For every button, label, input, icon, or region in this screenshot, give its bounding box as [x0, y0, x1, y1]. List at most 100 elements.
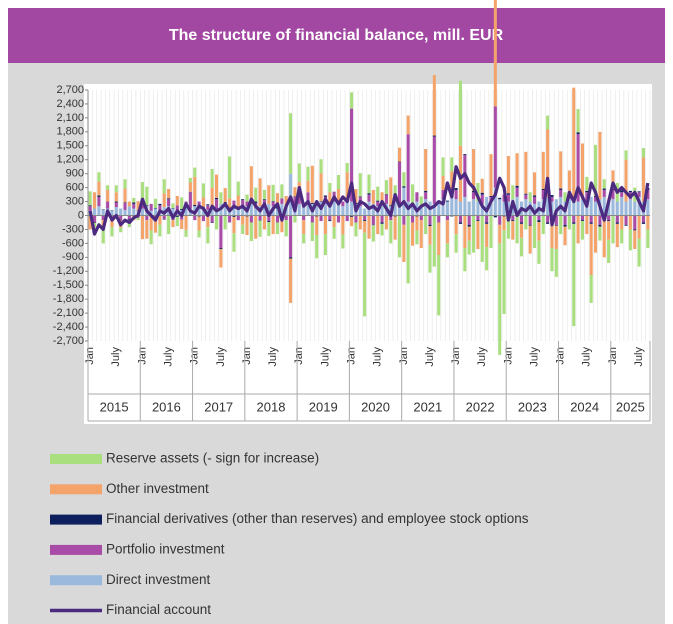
bar: [445, 215, 449, 221]
bar: [393, 201, 397, 216]
bar: [602, 215, 606, 258]
bar: [345, 162, 349, 173]
bar: [567, 215, 571, 230]
y-tick-label: 2,100: [56, 112, 84, 124]
plot-background: [84, 84, 652, 424]
bar: [328, 192, 332, 207]
bar: [315, 216, 319, 236]
bar: [158, 224, 162, 237]
bar: [594, 201, 598, 216]
title-band: [8, 8, 665, 63]
bar: [254, 215, 258, 239]
bar: [145, 215, 149, 221]
bar: [467, 224, 471, 227]
bar: [389, 177, 393, 206]
bar: [162, 215, 166, 220]
bar: [180, 208, 184, 210]
bar: [637, 215, 641, 239]
bar: [201, 215, 205, 222]
bar: [428, 244, 432, 273]
bar: [598, 226, 602, 241]
bar: [350, 92, 354, 109]
bar: [567, 170, 571, 194]
bar: [637, 191, 641, 193]
bar: [424, 215, 428, 235]
bar: [254, 201, 258, 203]
bar: [628, 190, 632, 193]
bar: [114, 201, 118, 203]
year-label: 2017: [204, 399, 233, 414]
bar: [563, 192, 567, 202]
bar: [380, 223, 384, 236]
bar: [123, 179, 127, 189]
bar: [219, 215, 223, 249]
bar: [319, 159, 323, 174]
bar: [620, 192, 624, 197]
bar: [428, 224, 432, 227]
bar: [232, 215, 236, 217]
bar: [602, 189, 606, 197]
bar: [524, 193, 528, 195]
x-tick-label: Jan: [398, 347, 410, 365]
bar: [585, 190, 589, 193]
bar: [262, 199, 266, 201]
bar: [249, 222, 253, 242]
bar: [485, 215, 489, 223]
bar: [393, 216, 397, 240]
bar: [289, 113, 293, 174]
bar: [241, 200, 245, 208]
bar: [550, 195, 554, 197]
bar: [437, 255, 441, 316]
bar: [450, 196, 454, 216]
bar: [458, 222, 463, 224]
bar: [367, 193, 371, 195]
bar: [223, 207, 227, 216]
bar: [241, 207, 245, 216]
bar: [402, 186, 406, 188]
bar: [576, 109, 580, 133]
bar: [236, 209, 240, 216]
bar: [110, 217, 114, 228]
y-tick-label: 1,200: [56, 154, 84, 166]
bar: [106, 189, 110, 202]
year-label: 2020: [361, 399, 390, 414]
bar: [171, 220, 175, 228]
bar: [188, 192, 192, 209]
y-tick-label: 600: [66, 182, 84, 194]
bar: [167, 199, 171, 207]
y-tick-label: -2,400: [53, 321, 84, 333]
bar: [506, 193, 510, 195]
bar: [258, 178, 262, 207]
bar: [432, 75, 436, 136]
bar: [241, 199, 245, 201]
bar: [559, 151, 563, 189]
year-label: 2021: [413, 399, 442, 414]
bar: [376, 201, 380, 207]
bar: [262, 189, 266, 200]
bar: [472, 192, 476, 200]
bar: [97, 181, 101, 196]
bar: [519, 215, 524, 223]
bar: [350, 216, 354, 227]
bar: [136, 217, 140, 221]
bar: [546, 215, 550, 223]
bar: [284, 195, 288, 206]
bar: [506, 156, 510, 194]
bar: [223, 188, 227, 203]
bar: [467, 201, 471, 216]
y-tick-label: 1,800: [56, 126, 84, 138]
bar: [367, 174, 371, 194]
bar: [515, 187, 519, 197]
bar: [432, 215, 436, 267]
bar: [458, 145, 463, 202]
y-tick-label: 900: [66, 168, 84, 180]
x-tick-label: Jan: [555, 347, 567, 365]
bar: [249, 203, 253, 216]
bar: [550, 248, 554, 272]
bar: [93, 208, 97, 216]
bar: [598, 224, 602, 227]
bar: [537, 215, 541, 221]
x-tick-label: Jan: [136, 347, 148, 365]
bar: [458, 215, 463, 223]
bar: [371, 215, 375, 225]
